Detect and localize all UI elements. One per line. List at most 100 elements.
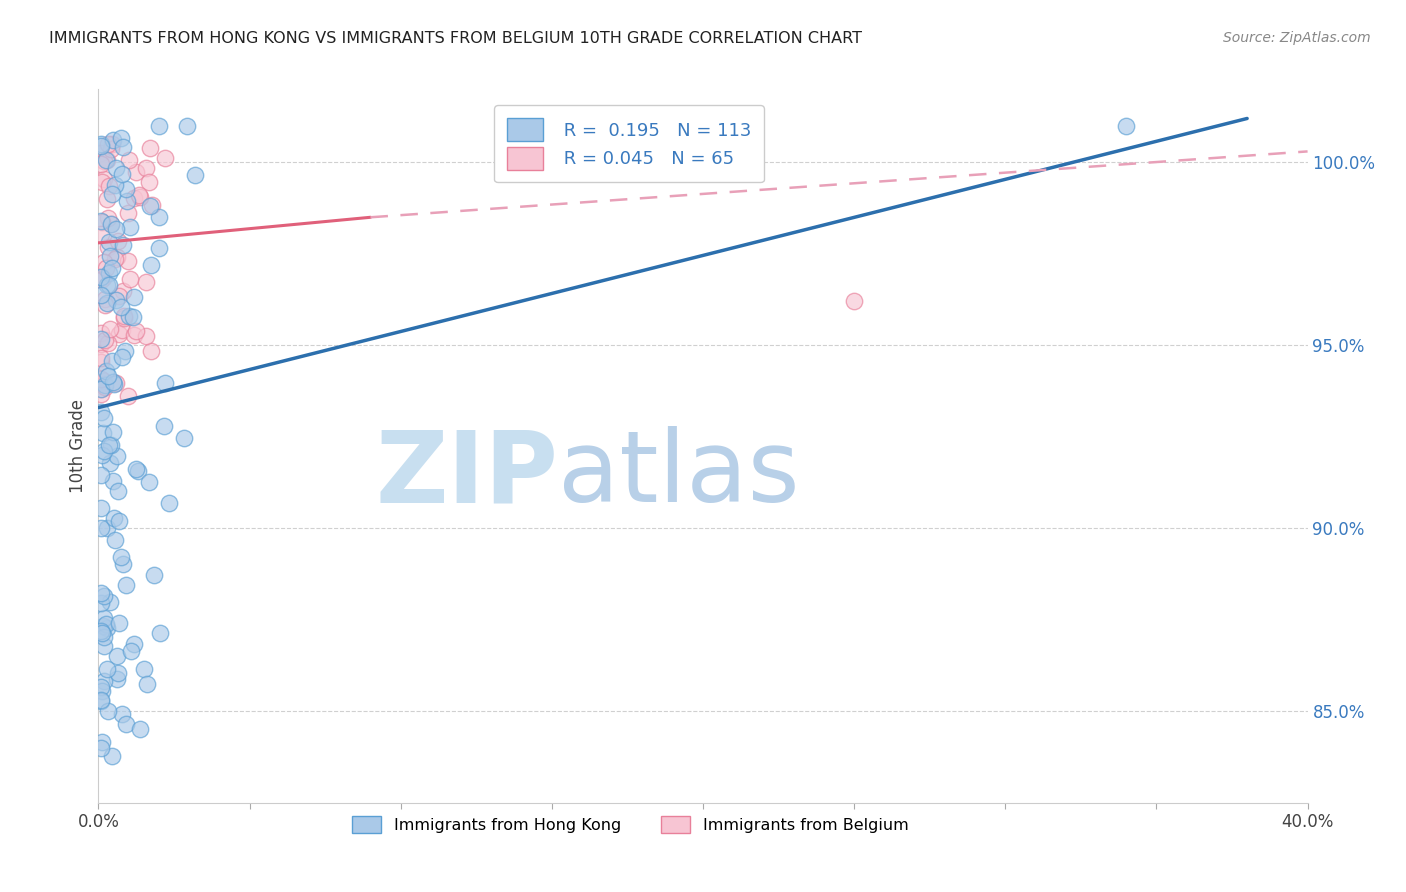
- Point: [117, 253, 139, 268]
- Point: [91, 425, 114, 440]
- Point: [91, 626, 114, 640]
- Point: [112, 310, 135, 325]
- Point: [91, 683, 114, 698]
- Point: [173, 432, 195, 446]
- Point: [94, 364, 117, 378]
- Point: [101, 260, 124, 275]
- Point: [96, 621, 118, 635]
- Point: [103, 510, 125, 524]
- Point: [184, 168, 207, 182]
- Point: [117, 389, 139, 403]
- Point: [90, 382, 112, 396]
- Point: [97, 137, 120, 152]
- Point: [107, 484, 129, 499]
- Point: [118, 309, 141, 323]
- Point: [90, 386, 112, 401]
- Point: [129, 722, 152, 736]
- Point: [90, 521, 112, 535]
- Point: [90, 139, 112, 153]
- Point: [110, 549, 132, 564]
- Point: [90, 175, 112, 189]
- Point: [97, 335, 120, 350]
- Point: [103, 377, 125, 392]
- Text: ZIP: ZIP: [375, 426, 558, 523]
- Point: [134, 328, 156, 343]
- Point: [105, 649, 128, 664]
- Point: [90, 624, 112, 638]
- Point: [94, 378, 117, 392]
- Point: [107, 514, 129, 528]
- Point: [152, 419, 174, 434]
- Point: [98, 438, 121, 452]
- Point: [90, 214, 112, 228]
- Point: [108, 288, 131, 302]
- Point: [94, 298, 117, 312]
- Point: [139, 141, 162, 155]
- Point: [115, 181, 138, 195]
- Point: [153, 376, 176, 390]
- Point: [103, 475, 125, 489]
- Point: [148, 211, 170, 225]
- Point: [90, 500, 112, 515]
- Point: [97, 211, 120, 225]
- Point: [176, 119, 198, 133]
- Point: [139, 199, 162, 213]
- Point: [143, 567, 166, 582]
- Point: [100, 187, 122, 202]
- Point: [96, 662, 118, 676]
- Point: [111, 706, 134, 721]
- Point: [115, 578, 138, 592]
- Point: [97, 179, 120, 194]
- Point: [96, 521, 118, 535]
- Point: [112, 309, 135, 323]
- Point: [118, 153, 141, 167]
- Point: [90, 596, 112, 610]
- Point: [101, 137, 124, 152]
- Point: [90, 693, 112, 707]
- Point: [124, 290, 146, 304]
- Point: [115, 194, 138, 208]
- Point: [104, 533, 127, 547]
- Point: [104, 252, 127, 266]
- Point: [98, 595, 121, 609]
- Point: [98, 322, 121, 336]
- Point: [96, 153, 118, 167]
- Point: [115, 717, 138, 731]
- Point: [114, 344, 136, 359]
- Point: [107, 250, 129, 264]
- Point: [141, 198, 163, 212]
- Point: [90, 734, 112, 748]
- Point: [129, 190, 152, 204]
- Point: [90, 741, 112, 756]
- Legend: Immigrants from Hong Kong, Immigrants from Belgium: Immigrants from Hong Kong, Immigrants fr…: [344, 808, 917, 841]
- Point: [90, 371, 112, 385]
- Point: [100, 438, 122, 452]
- Text: atlas: atlas: [558, 426, 800, 523]
- Point: [101, 425, 124, 439]
- Point: [101, 375, 124, 389]
- Point: [141, 343, 163, 358]
- Point: [97, 705, 120, 719]
- Point: [93, 589, 115, 603]
- Point: [108, 326, 131, 341]
- Point: [108, 616, 131, 631]
- Point: [122, 310, 145, 325]
- Point: [122, 328, 145, 343]
- Point: [96, 153, 118, 168]
- Point: [93, 444, 115, 458]
- Point: [100, 217, 122, 231]
- Point: [90, 586, 112, 600]
- Point: [111, 167, 134, 181]
- Point: [104, 178, 127, 193]
- Point: [120, 644, 142, 658]
- Point: [91, 271, 114, 285]
- Point: [107, 234, 129, 248]
- Point: [111, 140, 134, 154]
- Point: [90, 355, 112, 369]
- Point: [93, 376, 115, 391]
- Text: Source: ZipAtlas.com: Source: ZipAtlas.com: [1223, 31, 1371, 45]
- Point: [94, 260, 117, 275]
- Point: [97, 368, 120, 383]
- Point: [117, 205, 139, 219]
- Point: [98, 266, 121, 280]
